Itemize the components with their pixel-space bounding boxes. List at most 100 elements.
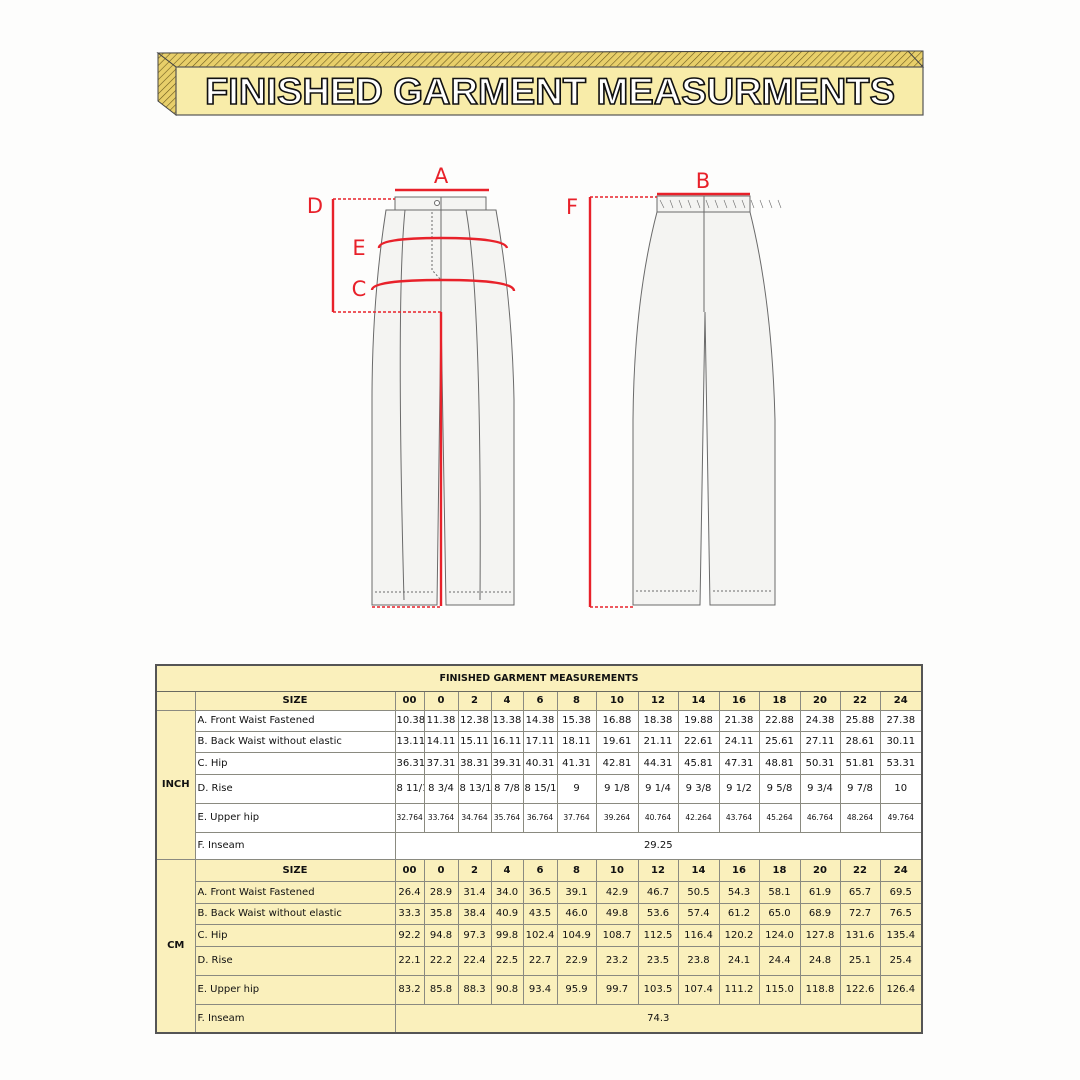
label-a: A xyxy=(434,164,449,188)
size-10: 10 xyxy=(595,858,639,882)
cell-value: 65.7 xyxy=(839,880,881,904)
cell-value: 26.4 xyxy=(394,880,425,904)
cell-value: 27.11 xyxy=(799,730,841,753)
label-e: E xyxy=(352,236,365,260)
back-view-pants xyxy=(632,195,782,606)
size-header: SIZE xyxy=(194,690,396,711)
cell-value: 39.264 xyxy=(595,802,639,833)
garment-diagram: A D E C B F xyxy=(307,164,782,608)
size-0: 0 xyxy=(423,858,459,882)
cell-value: 107.4 xyxy=(677,974,720,1005)
cell-value: 88.3 xyxy=(457,974,492,1005)
cell-value: 15.11 xyxy=(457,730,492,753)
size-18: 18 xyxy=(758,690,801,711)
table-row: D. Rise 22.1 22.2 22.4 22.5 22.7 22.9 23.2 23.5 2… xyxy=(156,945,923,976)
row-label: A. Front Waist Fastened xyxy=(194,880,396,904)
cell-value: 95.9 xyxy=(556,974,597,1005)
size-16: 16 xyxy=(718,690,760,711)
row-label: C. Hip xyxy=(194,751,396,775)
cell-value: 45.264 xyxy=(758,802,801,833)
label-f: F xyxy=(566,195,578,219)
cell-value: 22.61 xyxy=(677,730,720,753)
spacer-cell xyxy=(155,690,196,711)
cell-value: 124.0 xyxy=(758,923,801,947)
cell-value: 45.81 xyxy=(677,751,720,775)
size-20: 20 xyxy=(799,690,841,711)
table-row: INCH A. Front Waist Fastened 10.38 11.38 12.… xyxy=(155,709,923,860)
row-label: B. Back Waist without elastic xyxy=(194,902,396,925)
cell-value: 22.4 xyxy=(457,945,492,976)
cell-value: 36.5 xyxy=(522,880,558,904)
size-8: 8 xyxy=(556,690,597,711)
size-20: 20 xyxy=(799,858,841,882)
cell-value: 22.5 xyxy=(490,945,524,976)
banner-title: FINISHED GARMENT MEASURMENTS xyxy=(205,71,895,112)
size-0: 0 xyxy=(423,690,459,711)
cell-value: 40.31 xyxy=(522,751,558,775)
cell-value: 39.1 xyxy=(556,880,597,904)
size-18: 18 xyxy=(758,858,801,882)
table-title: FINISHED GARMENT MEASUREMENTS xyxy=(155,664,923,692)
row-label: E. Upper hip xyxy=(194,802,396,833)
cell-value: 57.4 xyxy=(677,902,720,925)
row-label: A. Front Waist Fastened xyxy=(194,709,396,732)
cell-value: 104.9 xyxy=(556,923,597,947)
cell-value: 103.5 xyxy=(637,974,679,1005)
cell-value: 36.764 xyxy=(522,802,558,833)
cell-value: 21.11 xyxy=(637,730,679,753)
cell-value: 42.264 xyxy=(677,802,720,833)
cell-value: 42.9 xyxy=(595,880,639,904)
cell-value: 48.81 xyxy=(758,751,801,775)
cell-value: 18.38 xyxy=(637,709,679,732)
cell-value: 51.81 xyxy=(839,751,881,775)
cell-value: 111.2 xyxy=(718,974,760,1005)
cell-value: 9 xyxy=(556,773,597,804)
cell-value: 18.11 xyxy=(556,730,597,753)
cell-value: 23.5 xyxy=(637,945,679,976)
cell-value: 22.7 xyxy=(522,945,558,976)
cell-value: 43.5 xyxy=(522,902,558,925)
size-10: 10 xyxy=(595,690,639,711)
cell-value: 13.38 xyxy=(490,709,524,732)
cell-value: 33.3 xyxy=(394,902,425,925)
cell-value: 28.9 xyxy=(423,880,459,904)
cell-value: 44.31 xyxy=(637,751,679,775)
unit-label-cm: CM xyxy=(155,858,196,1034)
cell-value: 9 7/8 xyxy=(839,773,881,804)
size-4: 4 xyxy=(490,858,524,882)
row-label: B. Back Waist without elastic xyxy=(194,730,396,753)
row-label: D. Rise xyxy=(194,773,396,804)
cell-value: 21.38 xyxy=(718,709,760,732)
cell-value: 41.31 xyxy=(556,751,597,775)
label-b: B xyxy=(696,169,710,193)
row-label: D. Rise xyxy=(194,945,396,976)
cell-value: 25.4 xyxy=(879,945,923,976)
measurement-markers xyxy=(331,188,750,608)
cell-value: 83.2 xyxy=(394,974,425,1005)
size-2: 2 xyxy=(457,690,492,711)
cell-value: 8 3/4 xyxy=(423,773,459,804)
cell-value: 42.81 xyxy=(595,751,639,775)
cell-value: 37.31 xyxy=(423,751,459,775)
cell-value: 19.88 xyxy=(677,709,720,732)
cell-value: 58.1 xyxy=(758,880,801,904)
cell-value: 31.4 xyxy=(457,880,492,904)
cell-value: 25.1 xyxy=(839,945,881,976)
size-12: 12 xyxy=(637,690,679,711)
cell-value: 65.0 xyxy=(758,902,801,925)
cell-value: 40.9 xyxy=(490,902,524,925)
table-row: B. Back Waist without elastic 13.11 14.11 1… xyxy=(156,730,923,753)
cell-value: 24.8 xyxy=(799,945,841,976)
size-14: 14 xyxy=(677,690,720,711)
cell-value: 122.6 xyxy=(839,974,881,1005)
cell-value: 27.38 xyxy=(879,709,923,732)
size-6: 6 xyxy=(522,858,558,882)
cell-value: 97.3 xyxy=(457,923,492,947)
cell-value: 135.4 xyxy=(879,923,923,947)
size-22: 22 xyxy=(839,690,881,711)
size-6: 6 xyxy=(522,690,558,711)
size-22: 22 xyxy=(839,858,881,882)
cell-value: 48.264 xyxy=(839,802,881,833)
cell-value: 8 15/16 xyxy=(522,773,558,804)
